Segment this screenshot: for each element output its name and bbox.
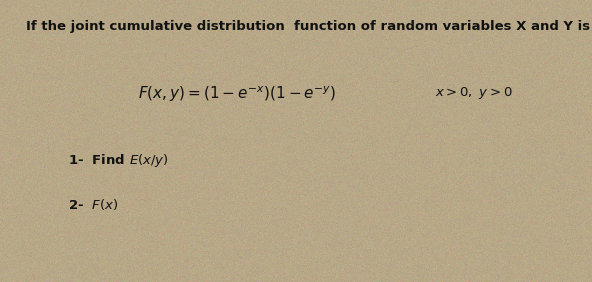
Text: If the joint cumulative distribution  function of random variables X and Y is: If the joint cumulative distribution fun… [26,20,590,33]
Text: $F(x, y) = (1 - e^{-x})(1 - e^{-y})$: $F(x, y) = (1 - e^{-x})(1 - e^{-y})$ [138,85,336,104]
Text: $x > 0,\ y > 0$: $x > 0,\ y > 0$ [435,85,513,101]
Text: 1-  Find $E(x/y)$: 1- Find $E(x/y)$ [68,152,169,169]
Text: 2-  $F(x)$: 2- $F(x)$ [68,197,118,212]
